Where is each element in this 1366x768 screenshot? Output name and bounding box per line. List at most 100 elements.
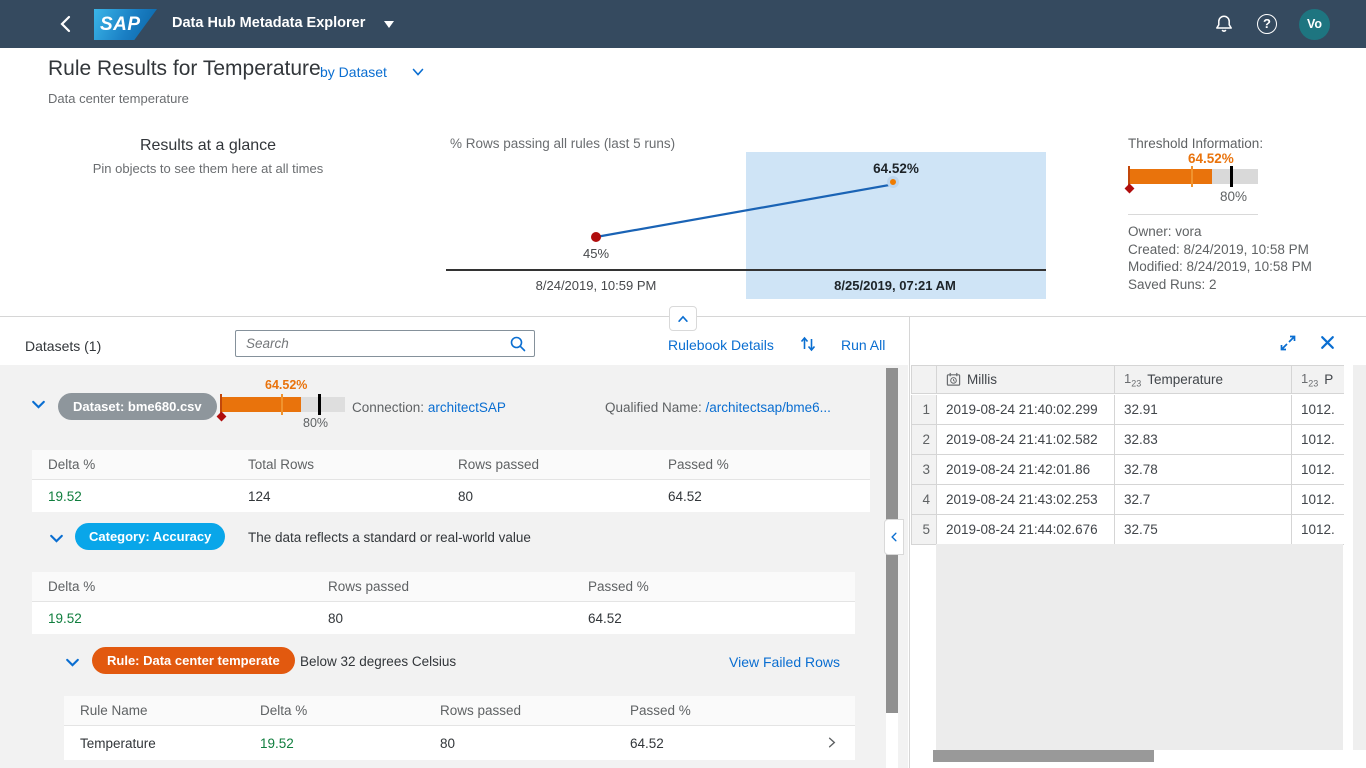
passed-pct-value: 64.52: [668, 488, 702, 504]
dataset-collapse-chevron-icon[interactable]: [30, 396, 47, 413]
run-all-link[interactable]: Run All: [841, 337, 886, 353]
rule-collapse-chevron-icon[interactable]: [64, 654, 81, 671]
chart-x-tick[interactable]: 8/25/2019, 07:21 AM: [834, 278, 956, 293]
datetime-type-icon: [946, 372, 961, 386]
bullet-fill: [1128, 169, 1212, 184]
collapse-right-panel-handle[interactable]: [884, 519, 904, 555]
table-row[interactable]: 19.52 80 64.52: [32, 602, 855, 634]
preview-row[interactable]: 2 2019-08-24 21:41:02.582 32.83 1012.: [911, 425, 1366, 455]
threshold-panel: Threshold Information: 64.52% 80% Owner:…: [1124, 136, 1360, 293]
preview-row[interactable]: 3 2019-08-24 21:42:01.86 32.78 1012.: [911, 455, 1366, 485]
help-icon[interactable]: ?: [1257, 14, 1277, 34]
millis-cell: 2019-08-24 21:44:02.676: [937, 515, 1115, 545]
connection-link[interactable]: architectSAP: [427, 400, 506, 415]
chart-point-run1[interactable]: [591, 232, 601, 242]
preview-table: Millis 123 Temperature 123 P 1 2019-08-2…: [911, 365, 1366, 545]
threshold-heading: Threshold Information:: [1128, 136, 1264, 151]
numeric-type-icon: 123: [1301, 370, 1319, 389]
user-avatar[interactable]: Vo: [1299, 8, 1330, 40]
temperature-cell: 32.7: [1115, 485, 1292, 515]
temperature-cell: 32.83: [1115, 425, 1292, 455]
bullet-tick: [1191, 166, 1193, 187]
column-label: Millis: [967, 372, 997, 387]
glance-title: Results at a glance: [139, 137, 277, 154]
datasets-count-label: Datasets (1): [25, 338, 102, 354]
millis-cell: 2019-08-24 21:41:02.582: [937, 425, 1115, 455]
expand-panel-icon[interactable]: [1279, 334, 1297, 352]
preview-row[interactable]: 4 2019-08-24 21:43:02.253 32.7 1012.: [911, 485, 1366, 515]
view-by-caret-icon[interactable]: [410, 64, 426, 80]
notifications-bell-icon[interactable]: [1213, 13, 1235, 35]
table-row[interactable]: Temperature 19.52 80 64.52: [64, 726, 855, 760]
category-badge[interactable]: Category: Accuracy: [75, 523, 226, 550]
preview-empty-area: [936, 544, 1343, 750]
preview-hscrollbar-thumb[interactable]: [933, 750, 1154, 762]
chart-x-tick[interactable]: 8/24/2019, 10:59 PM: [535, 278, 657, 293]
category-collapse-chevron-icon[interactable]: [48, 530, 65, 547]
rows-passed-value: 80: [458, 488, 474, 504]
bullet-track: [216, 394, 345, 422]
column-header: Rows passed: [458, 457, 540, 472]
search-icon[interactable]: [509, 335, 527, 353]
pressure-cell: 1012.: [1292, 455, 1344, 485]
app-title[interactable]: Data Hub Metadata Explorer: [172, 15, 366, 31]
data-preview-panel: Millis 123 Temperature 123 P 1 2019-08-2…: [909, 317, 1366, 768]
collapse-top-section-button[interactable]: [669, 306, 697, 331]
created-text: Created: 8/24/2019, 10:58 PM: [1128, 241, 1309, 257]
saved-runs-text: Saved Runs: 2: [1128, 276, 1217, 292]
row-number: 5: [911, 515, 937, 545]
app-menu-caret-icon[interactable]: [384, 21, 394, 28]
column-header-temperature[interactable]: 123 Temperature: [1115, 365, 1292, 394]
column-header: Passed %: [630, 703, 691, 718]
dataset-score-label: 64.52%: [265, 378, 308, 392]
qualified-name-field: Qualified Name: /architectsap/bme6...: [605, 400, 831, 415]
column-header: Passed %: [588, 579, 649, 594]
rule-badge[interactable]: Rule: Data center temperate: [92, 647, 295, 674]
results-at-a-glance: Results at a glance Pin objects to see t…: [84, 137, 332, 176]
passed-pct-value: 64.52: [630, 735, 664, 751]
bullet-threshold-marker: [1230, 166, 1233, 187]
close-panel-icon[interactable]: [1319, 334, 1336, 351]
connection-field: Connection: architectSAP: [352, 400, 506, 415]
column-label: P: [1324, 372, 1334, 387]
chart-point-run2[interactable]: [887, 176, 899, 188]
chevron-up-icon: [678, 315, 688, 322]
rows-passed-value: 80: [328, 610, 344, 626]
bullet-fill: [220, 397, 301, 412]
view-failed-rows-link[interactable]: View Failed Rows: [729, 654, 841, 670]
sort-icon[interactable]: [798, 334, 818, 354]
column-header-millis[interactable]: Millis: [937, 365, 1115, 394]
search-input[interactable]: [246, 332, 501, 355]
back-icon[interactable]: [55, 13, 77, 35]
row-number-header: [911, 365, 937, 394]
category-description: The data reflects a standard or real-wor…: [248, 530, 531, 545]
millis-cell: 2019-08-24 21:42:01.86: [937, 455, 1115, 485]
dataset-bullet-chart: 64.52% 80%: [216, 378, 345, 430]
threshold-current-value: 64.52%: [1188, 151, 1234, 166]
dataset-badge[interactable]: Dataset: bme680.csv: [58, 393, 217, 420]
sap-logo-text: SAP: [100, 14, 141, 35]
shell-actions: ? Vo: [1213, 0, 1366, 48]
row-number: 4: [911, 485, 937, 515]
column-header: Passed %: [668, 457, 729, 472]
row-number: 3: [911, 455, 937, 485]
preview-row[interactable]: 1 2019-08-24 21:40:02.299 32.91 1012.: [911, 395, 1366, 425]
column-header: Total Rows: [248, 457, 315, 472]
delta-value: 19.52: [260, 735, 294, 751]
column-header-pressure[interactable]: 123 P: [1292, 365, 1344, 394]
view-by-selector[interactable]: by Dataset: [320, 64, 387, 80]
connection-label: Connection:: [352, 400, 428, 415]
rule-description: Below 32 degrees Celsius: [300, 654, 457, 669]
row-detail-chevron-icon[interactable]: [824, 735, 839, 750]
qualified-name-link[interactable]: /architectsap/bme6...: [705, 400, 831, 415]
preview-row[interactable]: 5 2019-08-24 21:44:02.676 32.75 1012.: [911, 515, 1366, 545]
pressure-cell: 1012.: [1292, 395, 1344, 425]
rulebook-details-link[interactable]: Rulebook Details: [668, 337, 774, 353]
column-header: Delta %: [48, 457, 96, 472]
table-row[interactable]: 19.52 124 80 64.52: [32, 480, 870, 512]
shell-header: SAP Data Hub Metadata Explorer ? Vo: [0, 0, 1366, 48]
column-header: Rows passed: [440, 703, 522, 718]
page-title: Rule Results for Temperature: [48, 57, 321, 80]
rule-name-value: Temperature: [80, 735, 156, 751]
